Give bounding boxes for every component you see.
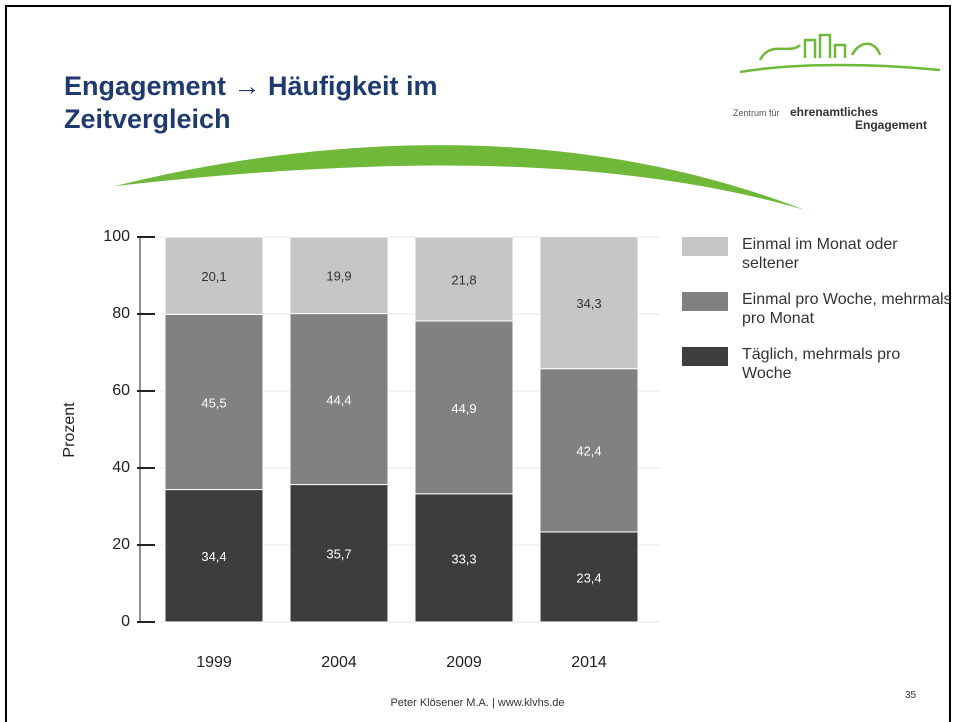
data-label: 19,9 — [326, 269, 351, 284]
data-label: 44,4 — [326, 393, 351, 408]
y-tick-label: 100 — [103, 228, 130, 245]
x-tick-label: 1999 — [196, 654, 232, 671]
logo-text: ehrenamtliches — [790, 105, 879, 119]
bar-segment — [539, 236, 639, 370]
y-tick-label: 20 — [112, 536, 130, 553]
legend-swatch — [682, 347, 728, 366]
x-tick-label: 2009 — [446, 654, 482, 671]
x-tick-label: 2004 — [321, 654, 357, 671]
bar-segment — [414, 320, 514, 495]
data-label: 35,7 — [326, 547, 351, 562]
legend-label: Täglich, mehrmals pro Woche — [742, 346, 901, 382]
data-label: 20,1 — [201, 269, 226, 284]
y-tick-label: 0 — [121, 613, 130, 630]
bar-segment — [289, 484, 389, 623]
bar-segment — [289, 236, 389, 315]
y-tick-label: 40 — [112, 459, 130, 476]
logo-text: Zentrum für — [733, 108, 780, 118]
legend-label: Einmal im Monat oder seltener — [742, 236, 898, 272]
bar-segment — [414, 236, 514, 322]
legend-label: Einmal pro Woche, mehrmals pro Monat — [742, 291, 952, 327]
y-tick-label: 80 — [112, 305, 130, 322]
legend-swatch — [682, 292, 728, 311]
y-axis-label: Prozent — [61, 402, 78, 458]
data-label: 34,3 — [576, 296, 601, 311]
data-label: 42,4 — [576, 444, 601, 459]
data-label: 44,9 — [451, 401, 476, 416]
data-label: 23,4 — [576, 570, 601, 585]
bar-segment — [164, 313, 264, 491]
y-tick-label: 60 — [112, 382, 130, 399]
bar-segment — [414, 493, 514, 623]
x-tick-label: 2014 — [571, 654, 607, 671]
bar-segment — [164, 489, 264, 623]
logo-graphic — [739, 33, 941, 74]
slide-frame — [5, 5, 951, 722]
bar-segment — [539, 368, 639, 533]
logo-text: Engagement — [855, 118, 928, 132]
bar-segment — [289, 313, 389, 486]
data-label: 34,4 — [201, 549, 226, 564]
legend-swatch — [682, 237, 728, 256]
data-label: 21,8 — [451, 272, 476, 287]
data-label: 45,5 — [201, 395, 226, 410]
data-label: 33,3 — [451, 551, 476, 566]
bar-segment — [539, 531, 639, 623]
slide-title: Engagement → Häufigkeit im Zeitvergleich — [64, 71, 438, 134]
page-number: 35 — [905, 690, 917, 701]
green-swoosh — [115, 145, 805, 210]
bar-segment — [164, 236, 264, 315]
footer-author: Peter Klösener M.A. | www.klvhs.de — [390, 697, 565, 709]
